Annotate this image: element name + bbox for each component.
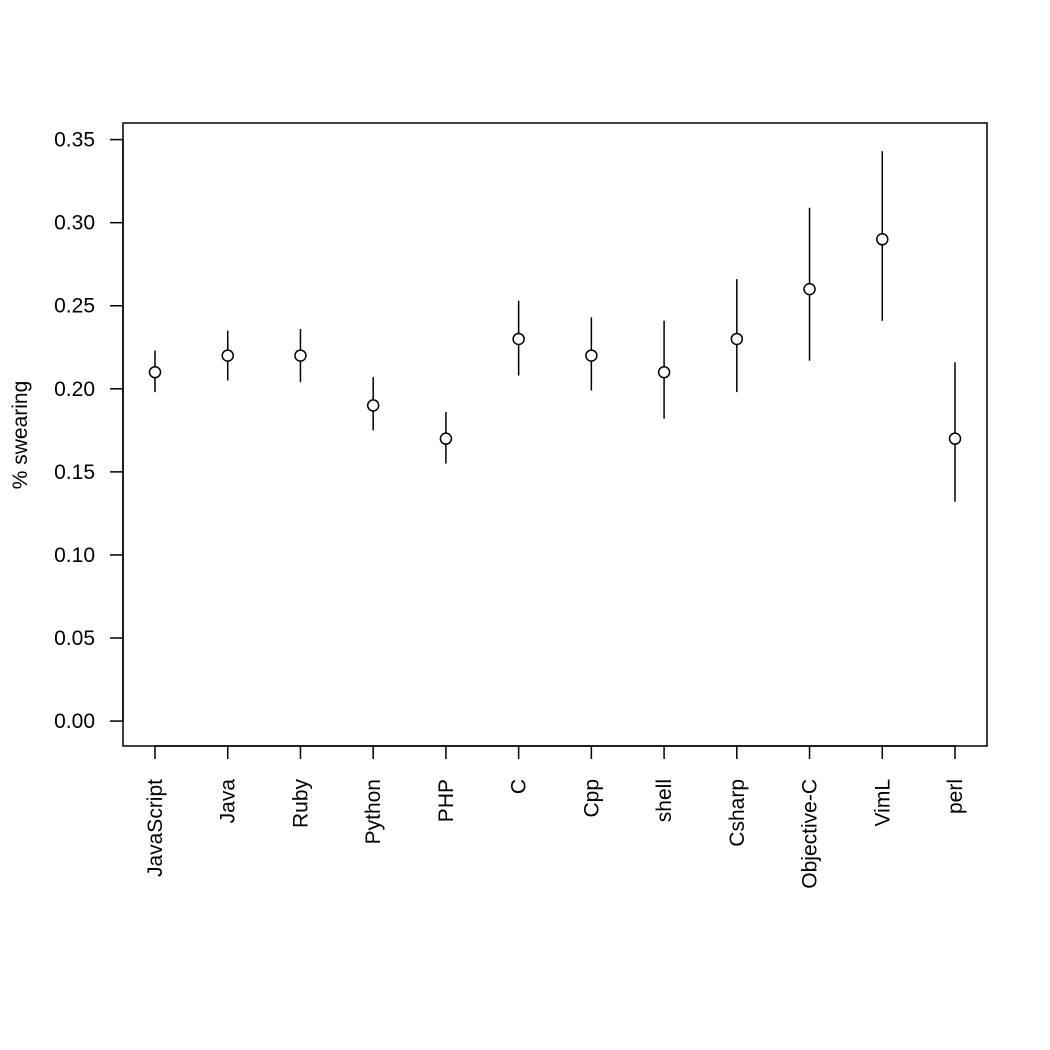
- data-point: [585, 349, 598, 362]
- y-tick-label: 0.35: [54, 129, 95, 152]
- data-point: [221, 349, 234, 362]
- x-tick-label: perl: [944, 779, 967, 814]
- plot-frame: [122, 122, 988, 747]
- x-tick-label: Java: [217, 779, 240, 824]
- data-point: [366, 399, 380, 412]
- x-tick-label: shell: [653, 779, 676, 822]
- error-bars: [154, 151, 956, 502]
- data-point: [876, 233, 889, 246]
- data-point: [439, 432, 453, 445]
- y-axis-label: % swearing: [9, 381, 32, 490]
- x-tick-label: Objective-C: [799, 779, 822, 889]
- x-tick-label: Ruby: [289, 779, 312, 829]
- x-tick-label: Python: [362, 779, 385, 844]
- y-tick-label: 0.10: [54, 544, 95, 567]
- y-tick-label: 0.00: [54, 710, 95, 733]
- y-tick-label: 0.25: [54, 295, 95, 318]
- data-point: [294, 349, 307, 362]
- data-point: [803, 282, 816, 296]
- x-tick-label: PHP: [435, 779, 458, 822]
- data-point: [948, 432, 962, 445]
- data-point: [512, 332, 525, 346]
- x-tick-label: Csharp: [726, 779, 749, 847]
- y-axis: 0.00 0.05 0.10 0.15 0.20 0.25 0.30 0.35: [54, 129, 124, 733]
- y-tick-label: 0.20: [54, 378, 95, 401]
- data-point: [657, 365, 671, 379]
- x-axis: JavaScript Java Ruby Python PHP C Cpp shell Csha…: [144, 745, 967, 889]
- y-tick-label: 0.15: [54, 461, 95, 484]
- x-tick-label: JavaScript: [144, 779, 167, 877]
- y-tick-label: 0.05: [54, 627, 95, 650]
- data-point: [148, 365, 162, 379]
- x-tick-label: C: [508, 779, 531, 794]
- data-point: [730, 332, 744, 346]
- y-tick-label: 0.30: [54, 212, 95, 235]
- data-points: [148, 233, 962, 445]
- x-tick-label: VimL: [871, 779, 894, 826]
- x-tick-label: Cpp: [580, 779, 603, 818]
